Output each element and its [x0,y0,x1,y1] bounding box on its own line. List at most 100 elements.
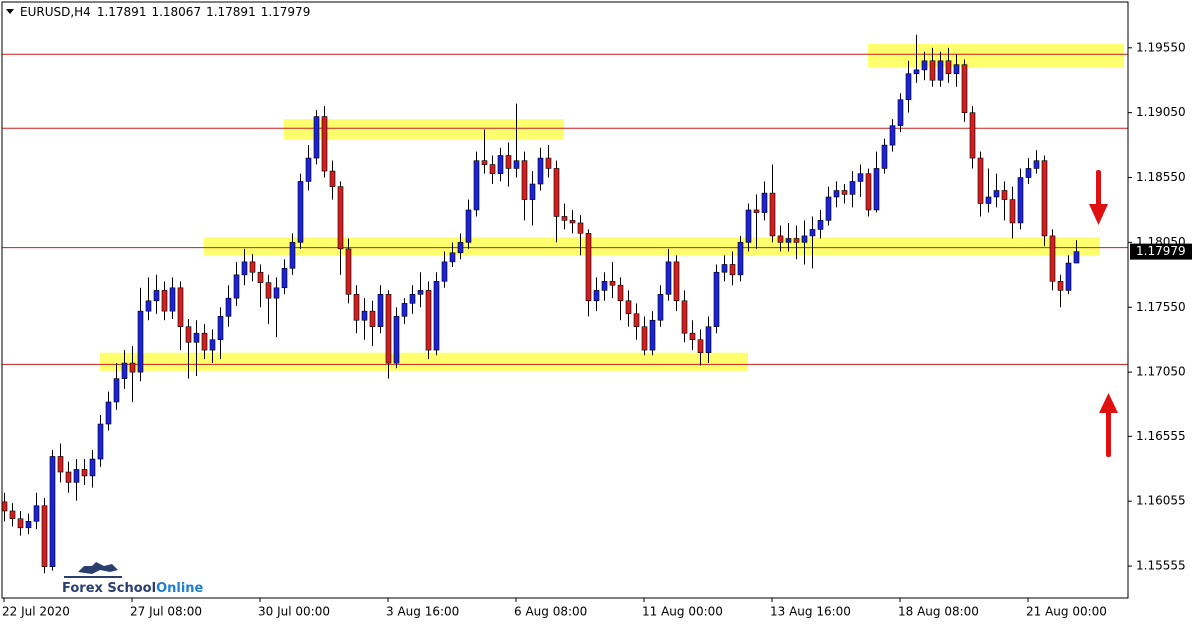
candle-body [113,378,120,403]
candle-body [897,99,904,126]
zone [868,43,1124,68]
candle-body [753,209,760,213]
symbol: EURUSD,H4 [20,5,91,19]
candle-body [1001,190,1008,200]
candle-body [513,160,520,169]
logo-accent: Online [156,581,203,596]
candle-body [489,164,496,174]
header-open: 1.17891 [97,5,147,19]
candle-body [425,290,432,351]
logo-text: Forex SchoolOnline [62,581,204,596]
candle-body [1033,160,1040,169]
candle-body [473,160,480,211]
candle-body [745,209,752,243]
candle-body [649,319,656,351]
candle-body [385,293,392,364]
candle-body [521,160,528,200]
candle-body [561,216,568,221]
candle-body [713,271,720,328]
candle-body [65,471,72,483]
candle-body [1009,199,1016,224]
candle-body [465,209,472,243]
arrow-up [1099,393,1118,457]
candle-body [777,235,784,243]
candle-body [169,287,176,312]
candle-body [417,290,424,295]
candle-body [697,339,704,353]
candle-body [129,362,136,373]
candle-body [729,264,736,276]
y-tick-label: 1.15555 [1136,559,1186,573]
candle-body [177,287,184,328]
candle-body [857,173,864,182]
candle-body [969,112,976,159]
header-low: 1.17891 [206,5,256,19]
candle-body [769,192,776,237]
y-tick-label: 1.16055 [1136,494,1186,508]
candle-body [569,220,576,224]
plot-frame [1,1,1129,599]
header-close: 1.17979 [261,5,311,19]
zone [204,237,1100,256]
candle-body [641,326,648,351]
y-tick-label: 1.16555 [1136,429,1186,443]
candle-body [529,183,536,200]
candle-body [985,196,992,204]
x-tick-label: 27 Jul 08:00 [130,605,202,619]
candle-body [1049,235,1056,282]
candle-body [377,293,384,328]
candle-body [601,281,608,291]
price-label: 1.17979 [1136,244,1186,258]
candle-body [41,505,48,568]
candle-body [865,173,872,211]
candle-body [217,316,224,340]
candle-body [921,60,928,71]
candle-body [257,271,264,283]
candle-body [201,332,208,351]
candle-body [977,157,984,204]
candle-body [265,282,272,299]
candle-body [241,261,248,276]
candle-body [145,300,152,312]
candle-body [457,242,464,254]
candle-body [249,261,256,273]
candle-body [409,293,416,304]
candle-body [297,181,304,243]
candle-body [841,190,848,195]
candle-body [1065,262,1072,291]
candle-body [89,458,96,477]
header: EURUSD,H4 1.17891 1.18067 1.17891 1.17979 [20,5,310,19]
candle-body [945,60,952,75]
candle-body [305,157,312,182]
x-tick-label: 6 Aug 08:00 [514,605,587,619]
candle-body [705,326,712,353]
levels [2,53,1128,365]
candle-body [233,274,240,299]
candle-body [657,293,664,321]
candle-body [1057,281,1064,291]
candle-body [721,264,728,273]
candle-body [185,326,192,343]
candle-body [153,290,160,302]
candle-body [817,220,824,230]
candle-body [993,190,1000,198]
candle-body [337,186,344,250]
candle-body [433,281,440,351]
candle-body [673,261,680,302]
candle-body [17,518,24,529]
candle-body [369,310,376,328]
candle-body [937,60,944,81]
candle-body [289,242,296,269]
candle-body [905,73,912,100]
candle-body [1041,160,1048,237]
candle-body [225,297,232,317]
logo-main: Forex School [62,581,156,596]
candle-body [593,290,600,302]
candle-body [73,469,80,483]
candle-body [801,235,808,243]
candle-body [57,456,64,473]
candles [1,34,1080,574]
candle-body [33,505,40,522]
candle-body [553,168,560,217]
